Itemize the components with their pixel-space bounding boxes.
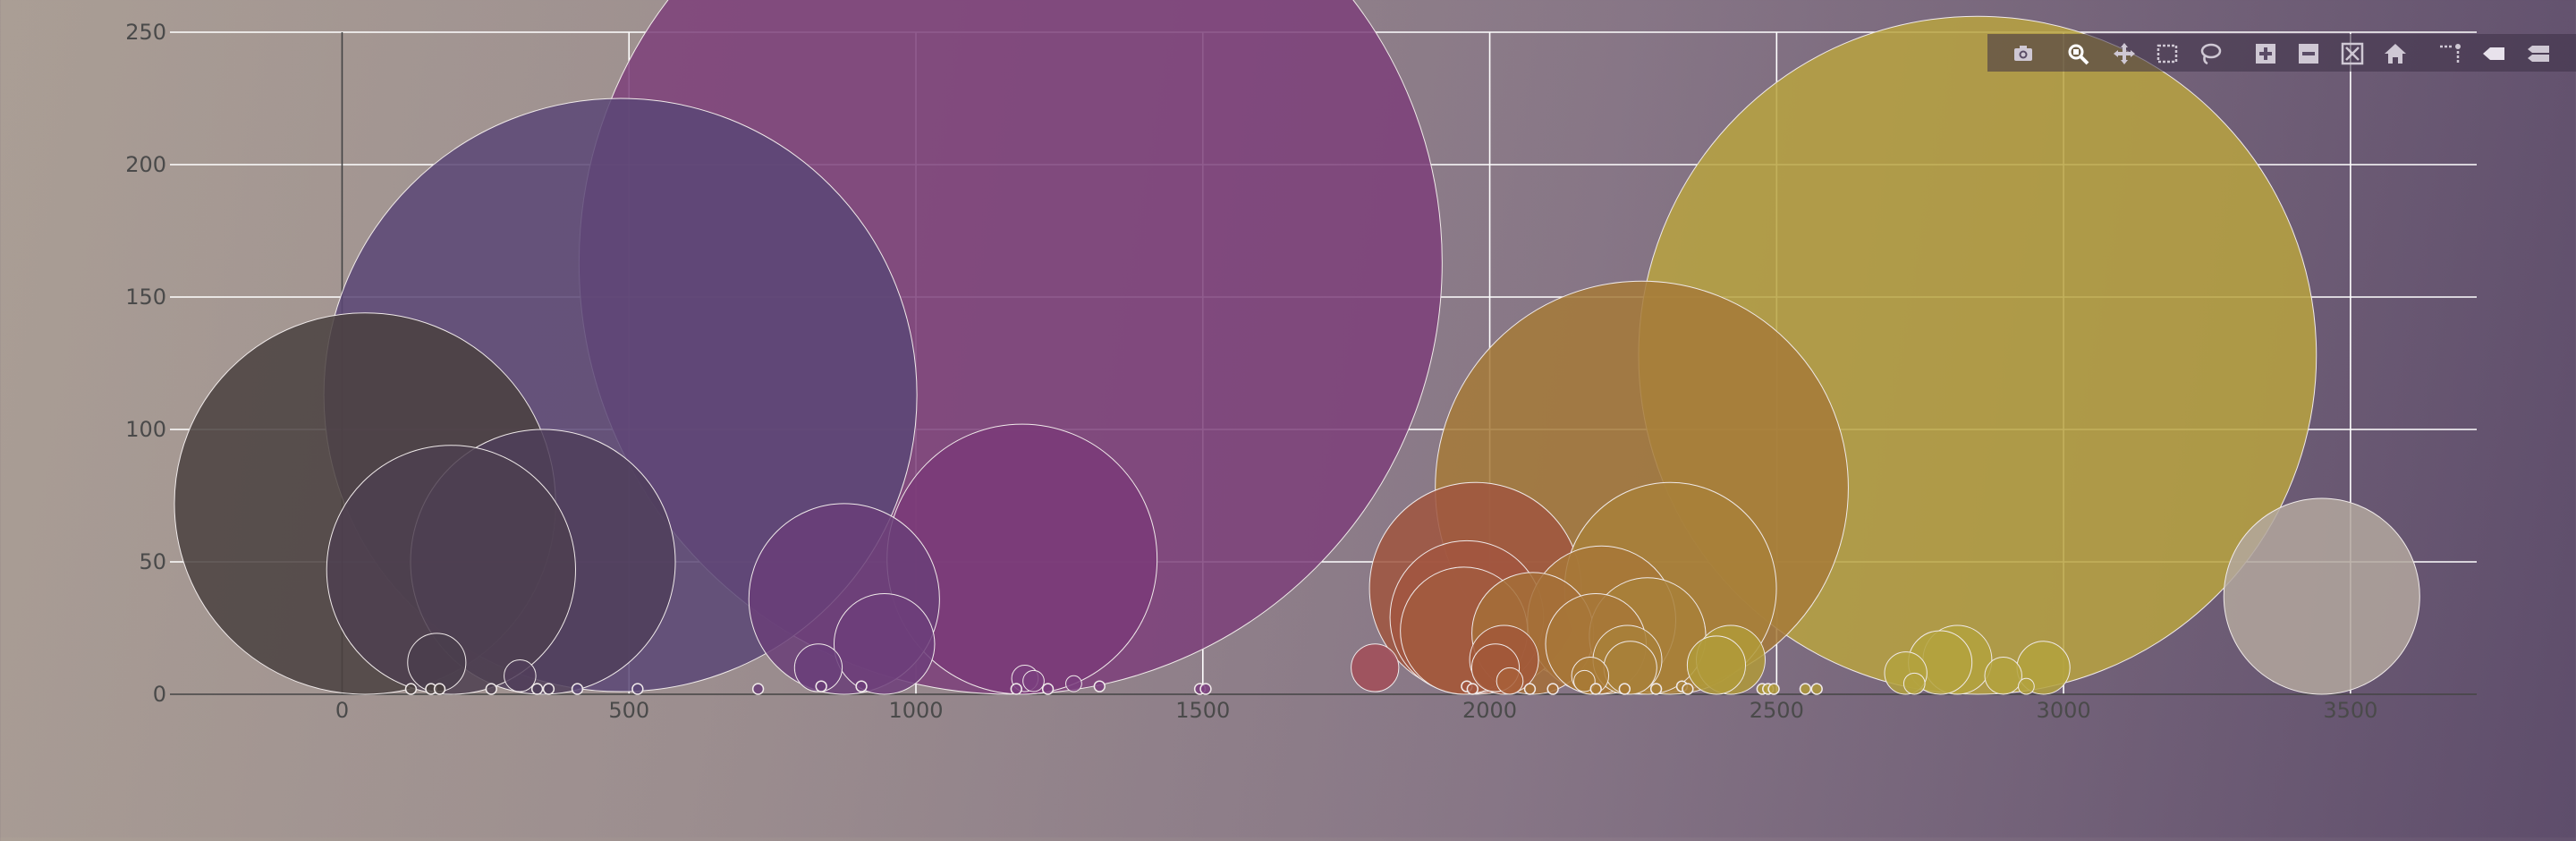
camera-icon	[2014, 46, 2032, 61]
bubble-point[interactable]	[542, 683, 555, 695]
x-axis-tick-labels: 0 500 1000 1500 2000 2500 3000 3500	[335, 698, 2378, 723]
box-select-icon	[2157, 44, 2178, 64]
x-tick-label: 500	[608, 698, 649, 723]
bubble-point[interactable]	[2223, 497, 2420, 695]
y-tick-label: 0	[153, 682, 166, 707]
lasso-select-button[interactable]	[2196, 39, 2224, 68]
zoom-out-button[interactable]	[2294, 39, 2323, 68]
x-tick-label: 0	[335, 698, 349, 723]
bubble-point[interactable]	[326, 445, 576, 695]
y-tick-label: 50	[139, 549, 166, 574]
lasso-select-icon	[2200, 43, 2222, 65]
zoom-in-icon	[2256, 44, 2275, 64]
bubble-point[interactable]	[631, 683, 644, 695]
bubble-point[interactable]	[1022, 669, 1045, 692]
bubble-point[interactable]	[751, 683, 765, 695]
bubble-point[interactable]	[504, 659, 537, 692]
zoom-icon	[2068, 44, 2089, 65]
x-tick-label: 1500	[1175, 698, 1230, 723]
bubble-point[interactable]	[1573, 669, 1596, 692]
bubble-point[interactable]	[855, 680, 868, 692]
spike-lines-icon	[2440, 44, 2461, 64]
hover-compare-button[interactable]	[2524, 39, 2553, 68]
hover-closest-icon	[2483, 47, 2504, 60]
bubble-point[interactable]	[1589, 683, 1602, 695]
bubble-point[interactable]	[833, 593, 936, 695]
box-select-button[interactable]	[2153, 39, 2182, 68]
bubble-point[interactable]	[530, 683, 544, 695]
bubble-point[interactable]	[1618, 683, 1631, 695]
hover-closest-button[interactable]	[2479, 39, 2508, 68]
reset-axes-icon	[2385, 44, 2406, 64]
x-tick-label: 3500	[2323, 698, 2377, 723]
y-tick-label: 150	[125, 285, 166, 310]
hover-compare-icon	[2528, 46, 2549, 62]
bubble-point[interactable]	[815, 680, 827, 692]
bubble-point[interactable]	[1093, 680, 1106, 692]
bubble-point[interactable]	[1546, 683, 1559, 695]
autoscale-icon	[2341, 42, 2364, 65]
bubble-point[interactable]	[1767, 683, 1780, 695]
zoom-out-icon	[2299, 44, 2318, 64]
bubbles	[174, 0, 2420, 695]
reset-axes-button[interactable]	[2381, 39, 2410, 68]
bubble-point[interactable]	[404, 683, 418, 695]
bubble-point[interactable]	[1649, 683, 1663, 695]
pan-button[interactable]	[2110, 39, 2139, 68]
bubble-point[interactable]	[1351, 643, 1400, 692]
x-tick-label: 1000	[888, 698, 943, 723]
bubble-point[interactable]	[1041, 683, 1055, 695]
camera-button[interactable]	[2009, 39, 2038, 68]
bubble-point[interactable]	[433, 683, 446, 695]
bubble-point[interactable]	[1603, 641, 1657, 695]
x-tick-label: 3000	[2037, 698, 2091, 723]
y-tick-label: 200	[125, 152, 166, 177]
bubble-point[interactable]	[1902, 672, 1926, 695]
bubble-point[interactable]	[1682, 683, 1694, 695]
bubble-point[interactable]	[1984, 657, 2022, 695]
y-tick-label: 250	[125, 20, 166, 45]
zoom-in-button[interactable]	[2251, 39, 2280, 68]
y-axis-tick-labels: 0 50 100 150 200 250	[125, 20, 166, 707]
bubble-point[interactable]	[407, 633, 467, 692]
bubble-point[interactable]	[793, 643, 843, 692]
bubble-point[interactable]	[1686, 635, 1747, 695]
bubble-point[interactable]	[1799, 683, 1812, 695]
autoscale-button[interactable]	[2338, 39, 2367, 68]
pan-icon	[2114, 43, 2135, 64]
x-tick-label: 2500	[1750, 698, 1804, 723]
bubble-point[interactable]	[1496, 667, 1524, 695]
y-tick-label: 100	[125, 417, 166, 442]
bubble-point[interactable]	[1010, 683, 1022, 695]
bubble-point[interactable]	[1065, 675, 1082, 692]
bubble-point[interactable]	[1199, 683, 1212, 695]
bubble-point[interactable]	[2018, 677, 2035, 695]
zoom-button[interactable]	[2063, 39, 2092, 68]
modebar	[1987, 34, 2576, 72]
bubble-point[interactable]	[1523, 683, 1537, 695]
bubble-point[interactable]	[1810, 683, 1823, 695]
spike-lines-button[interactable]	[2436, 39, 2464, 68]
bubble-point[interactable]	[1466, 683, 1479, 695]
bubble-point[interactable]	[571, 683, 584, 695]
bubble-point[interactable]	[485, 683, 497, 695]
x-tick-label: 2000	[1462, 698, 1517, 723]
